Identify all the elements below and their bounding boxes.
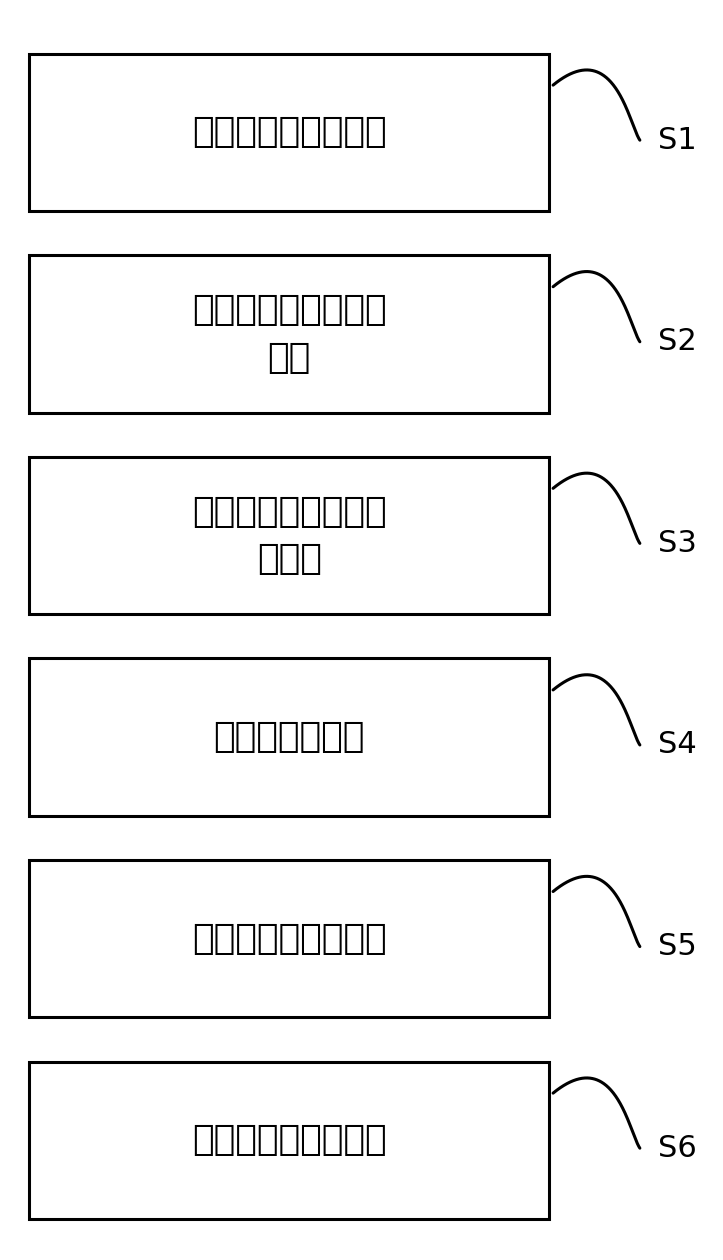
Bar: [29, 256, 549, 412]
Text: 中厚板的焊接件加工: 中厚板的焊接件加工: [192, 116, 387, 149]
Text: S3: S3: [658, 529, 697, 558]
Text: S2: S2: [658, 328, 697, 357]
Bar: [29, 457, 549, 614]
Bar: [29, 659, 549, 815]
Text: S1: S1: [658, 126, 697, 155]
Text: 预应力喷丸路径及载
荷设计: 预应力喷丸路径及载 荷设计: [192, 495, 387, 576]
Text: S4: S4: [658, 731, 697, 760]
Text: S5: S5: [658, 932, 697, 961]
Bar: [29, 861, 549, 1017]
Text: S6: S6: [658, 1134, 697, 1163]
Bar: [29, 1062, 549, 1218]
Bar: [29, 54, 549, 210]
Text: 焊缝表面超声波强化: 焊缝表面超声波强化: [192, 1124, 387, 1157]
Text: 超声波喷丸校形: 超声波喷丸校形: [213, 721, 365, 753]
Text: 外形检验及补充校形: 外形检验及补充校形: [192, 922, 387, 955]
Text: 焊接残余应力和变形
分析: 焊接残余应力和变形 分析: [192, 294, 387, 374]
